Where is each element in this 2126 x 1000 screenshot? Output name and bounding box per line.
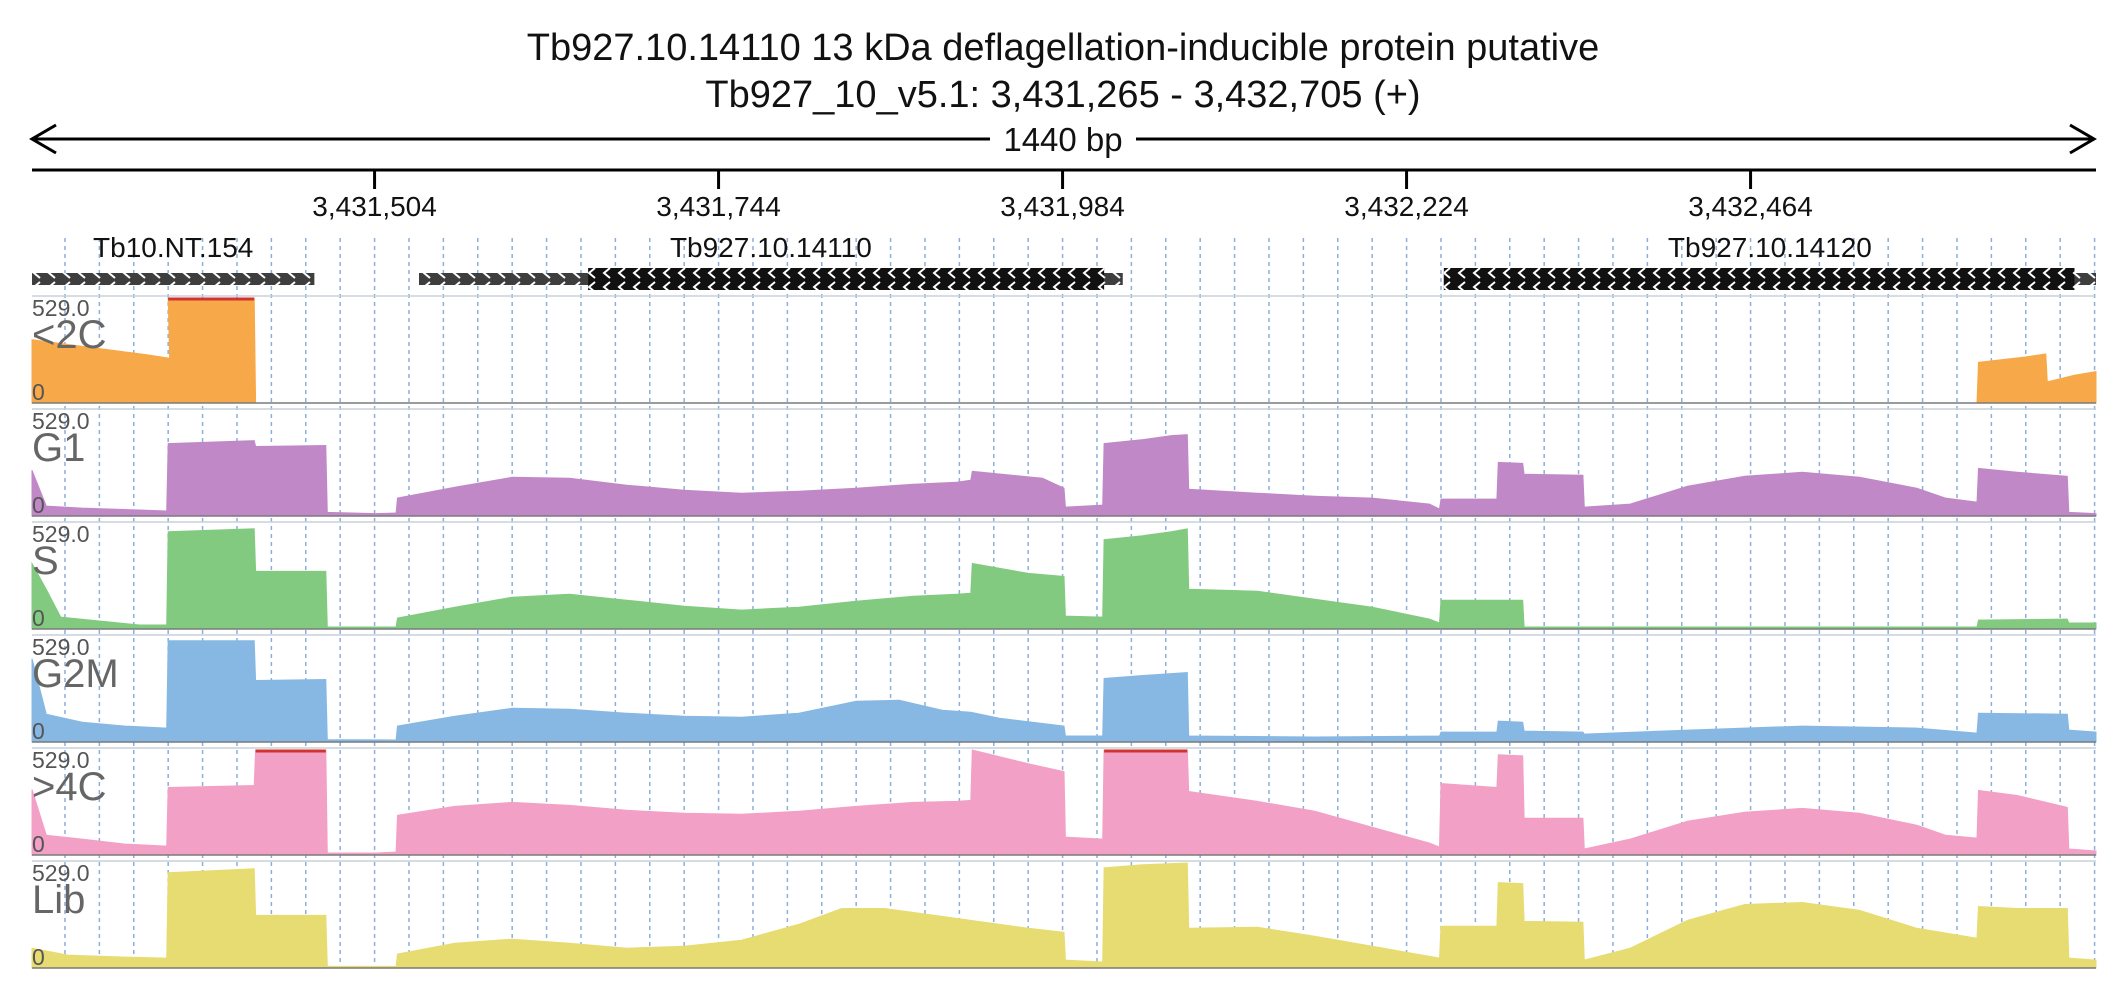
ruler-tick-label-4: 3,432,464 (1688, 191, 1813, 222)
track-2: 529.0S 0 (31, 521, 2097, 631)
span-arrowhead-left (29, 123, 57, 155)
track-name-label: Lib (32, 878, 85, 922)
track-min-label: 0 (32, 379, 45, 405)
track-min-label: 0 (32, 492, 45, 518)
track-name-label: <2C (32, 313, 107, 357)
ruler-tick-label-3: 3,432,224 (1344, 191, 1469, 222)
gene-strand-chevrons (32, 273, 315, 285)
track-name-label: G2M (32, 652, 119, 696)
gene-label: Tb10.NT.154 (93, 232, 253, 263)
track-min-label: 0 (32, 831, 45, 857)
span-length-label: 1440 bp (1003, 121, 1122, 158)
track-min-label: 0 (32, 718, 45, 744)
track-max-label: 529.0 (32, 295, 90, 321)
coverage-area (31, 749, 2097, 856)
track-4: 529.0>4C 0 (31, 747, 2097, 857)
coordinate-ruler: 3,431,504 3,431,744 3,431,984 3,432,224 3,43… (32, 168, 2096, 222)
coverage-tracks: 529.0<2C0529.0G10529.0S0529.0G2M0529.0>4… (31, 295, 2097, 970)
track-0: 529.0<2C 0 (31, 295, 2097, 405)
gene-feature-2[interactable]: Tb927.10.14120 (1443, 232, 2096, 290)
coverage-area (31, 434, 2097, 517)
span-arrowhead-right (2069, 123, 2097, 155)
coverage-area (31, 528, 2097, 630)
coverage-area (31, 640, 2097, 743)
track-max-label: 529.0 (32, 521, 90, 547)
gene-feature-1[interactable]: Tb927.10.14110 (419, 232, 1123, 290)
track-1: 529.0G1 0 (31, 408, 2097, 518)
track-max-label: 529.0 (32, 634, 90, 660)
vertical-gridlines (64, 238, 2096, 965)
track-name-label: G1 (32, 426, 85, 470)
coverage-area (31, 297, 2097, 404)
coverage-area (31, 862, 2097, 969)
locus-subtitle: Tb927_10_v5.1: 3,431,265 - 3,432,705 (+) (705, 74, 1420, 116)
track-name-label: >4C (32, 765, 107, 809)
track-min-label: 0 (32, 605, 45, 631)
gene-label: Tb927.10.14120 (1668, 232, 1872, 263)
ruler-tick-label-0: 3,431,504 (312, 191, 437, 222)
gene-cds-chevrons (588, 268, 1105, 290)
track-max-label: 529.0 (32, 860, 90, 886)
gene-cds-chevrons (1443, 268, 2075, 290)
track-max-label: 529.0 (32, 408, 90, 434)
span-indicator: 1440 bp (29, 121, 2097, 158)
gene-label: Tb927.10.14110 (670, 232, 872, 263)
track-min-label: 0 (32, 944, 45, 970)
gene-annotation-track: Tb10.NT.154 Tb927.10.14110 Tb927.10.14120 (32, 232, 2096, 290)
track-max-label: 529.0 (32, 747, 90, 773)
gene-feature-0[interactable]: Tb10.NT.154 (32, 232, 315, 285)
ruler-tick-label-2: 3,431,984 (1000, 191, 1125, 222)
plot-title: Tb927.10.14110 13 kDa deflagellation-ind… (527, 27, 1600, 69)
ruler-tick-label-1: 3,431,744 (656, 191, 781, 222)
track-name-label: S (32, 539, 59, 583)
